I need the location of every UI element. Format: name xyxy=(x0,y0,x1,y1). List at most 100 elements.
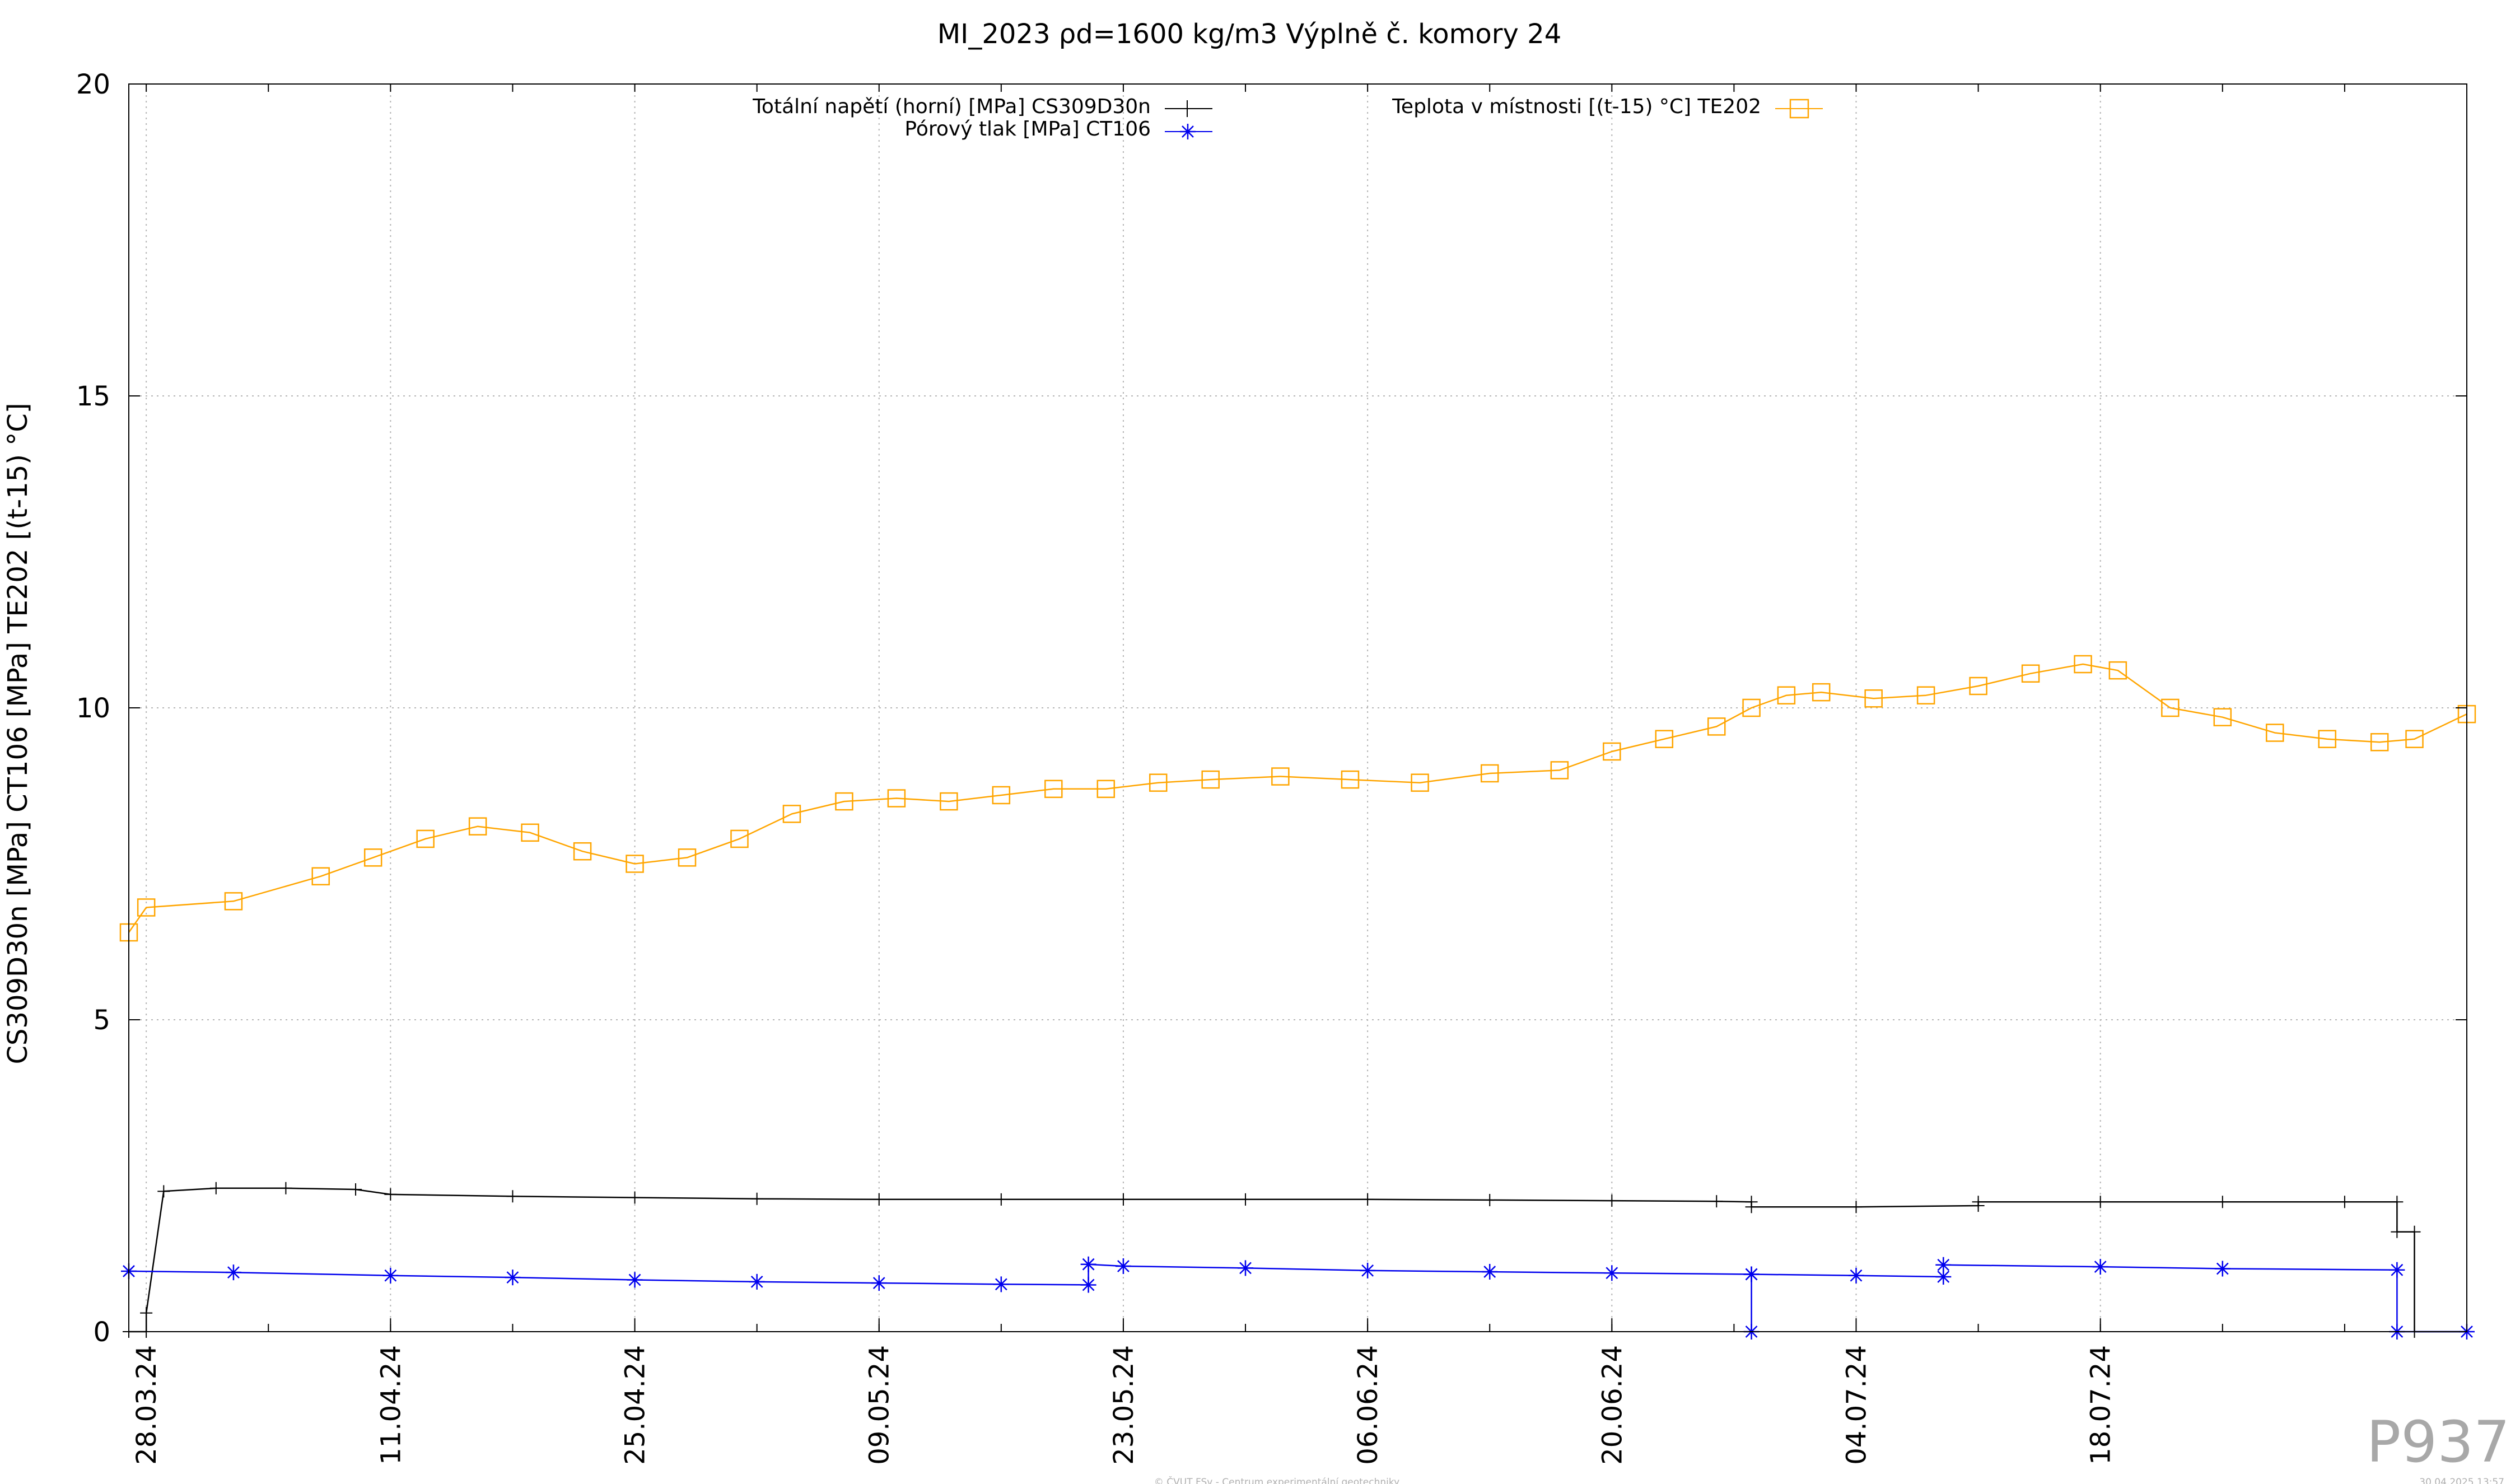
x-tick-label: 23.05.24 xyxy=(1108,1345,1140,1465)
data-point-total-stress-26 xyxy=(2338,1196,2351,1208)
data-point-room-temperature-2 xyxy=(224,892,243,911)
y-axis-label: CS309D30n [MPa] CT106 [MPa] TE202 [(t-15… xyxy=(2,403,34,1064)
data-point-total-stress-10 xyxy=(750,1192,763,1205)
data-point-room-temperature-23 xyxy=(1411,773,1429,792)
data-point-room-temperature-16 xyxy=(992,786,1011,805)
data-point-room-temperature-1 xyxy=(137,898,156,917)
axes: 0 5 10 15 20 28.03.24 11.04.24 25.04.24 09.05.24… xyxy=(76,69,2467,1465)
data-point-total-stress-9 xyxy=(628,1191,641,1204)
data-point-total-stress-18 xyxy=(1710,1195,1723,1208)
data-point-total-stress-11 xyxy=(872,1193,885,1206)
data-point-total-stress-3 xyxy=(157,1185,170,1198)
data-point-room-temperature-28 xyxy=(1707,717,1726,736)
data-point-room-temperature-13 xyxy=(835,792,853,811)
data-point-room-temperature-43 xyxy=(2405,730,2424,748)
data-point-room-temperature-35 xyxy=(2021,664,2040,683)
x-tick-label: 28.03.24 xyxy=(131,1345,162,1465)
data-point-total-stress-25 xyxy=(2216,1196,2229,1208)
data-point-room-temperature-34 xyxy=(1969,676,1987,696)
data-point-room-temperature-11 xyxy=(730,829,749,848)
plot-frame xyxy=(128,83,2467,1332)
data-point-room-temperature-10 xyxy=(678,848,697,867)
data-point-total-stress-17 xyxy=(1606,1194,1618,1207)
data-point-room-temperature-38 xyxy=(2161,698,2180,717)
data-point-total-stress-4 xyxy=(209,1182,222,1194)
x-tick-label: 06.06.24 xyxy=(1352,1345,1384,1465)
data-point-room-temperature-3 xyxy=(311,867,330,886)
x-tick-label: 25.04.24 xyxy=(620,1345,651,1465)
y-tick-label: 15 xyxy=(76,381,110,412)
data-point-total-stress-20 xyxy=(1745,1201,1758,1214)
data-point-pore-pressure-23 xyxy=(2389,1262,2405,1278)
data-point-room-temperature-7 xyxy=(521,823,539,842)
data-point-total-stress-14 xyxy=(1239,1193,1252,1206)
data-point-room-temperature-25 xyxy=(1550,761,1569,780)
data-point-pore-pressure-21 xyxy=(2092,1259,2108,1275)
data-point-room-temperature-29 xyxy=(1742,698,1761,717)
data-point-total-stress-29 xyxy=(2408,1225,2421,1238)
data-point-room-temperature-19 xyxy=(1149,773,1168,792)
data-point-pore-pressure-3 xyxy=(505,1270,521,1286)
data-point-pore-pressure-7 xyxy=(993,1276,1009,1292)
data-point-pore-pressure-2 xyxy=(382,1267,399,1284)
data-point-total-stress-16 xyxy=(1483,1193,1496,1206)
x-tick-label: 11.04.24 xyxy=(375,1345,407,1465)
data-point-total-stress-7 xyxy=(384,1188,397,1201)
data-point-pore-pressure-10 xyxy=(1115,1258,1131,1275)
data-point-pore-pressure-14 xyxy=(1604,1265,1620,1281)
data-point-room-temperature-39 xyxy=(2213,708,2232,726)
grid xyxy=(129,84,2467,1332)
data-point-pore-pressure-5 xyxy=(749,1273,765,1290)
data-point-pore-pressure-13 xyxy=(1482,1264,1498,1280)
data-point-total-stress-27 xyxy=(2391,1196,2404,1208)
series-line-2 xyxy=(128,663,2467,933)
series-line-0 xyxy=(129,1187,2467,1333)
data-point-total-stress-28 xyxy=(2391,1225,2404,1238)
data-point-pore-pressure-4 xyxy=(627,1272,643,1288)
data-point-room-temperature-9 xyxy=(626,855,644,873)
data-point-room-temperature-27 xyxy=(1655,730,1674,748)
data-point-room-temperature-36 xyxy=(2074,655,2092,674)
data-point-room-temperature-5 xyxy=(416,829,435,848)
data-point-room-temperature-41 xyxy=(2318,730,2336,748)
legend-label-pore-pressure: Pórový tlak [MPa] CT106 xyxy=(904,118,1151,141)
data-point-room-temperature-33 xyxy=(1916,686,1935,704)
legend-label-total-stress: Totální napětí (horní) [MPa] CS309D30n xyxy=(752,95,1151,118)
data-point-total-stress-15 xyxy=(1361,1193,1374,1206)
data-point-total-stress-8 xyxy=(506,1190,519,1203)
data-point-room-temperature-8 xyxy=(573,842,592,861)
x-tick-label: 04.07.24 xyxy=(1841,1345,1873,1465)
data-point-pore-pressure-8 xyxy=(1080,1277,1096,1293)
data-point-room-temperature-15 xyxy=(940,792,958,811)
data-point-room-temperature-32 xyxy=(1864,689,1883,708)
y-tick-label: 0 xyxy=(93,1317,110,1348)
data-point-room-temperature-22 xyxy=(1341,770,1360,789)
data-point-pore-pressure-20 xyxy=(1935,1257,1952,1273)
timestamp-footer: 30.04.2025 13:57 xyxy=(2419,1477,2504,1484)
data-point-room-temperature-17 xyxy=(1044,780,1063,799)
data-point-pore-pressure-17 xyxy=(1743,1266,1760,1282)
legend-label-room-temperature: Teplota v místnosti [(t-15) °C] TE202 xyxy=(1392,95,1761,118)
data-point-total-stress-23 xyxy=(1972,1196,1985,1208)
data-point-pore-pressure-18 xyxy=(1848,1267,1864,1284)
copyright-footer: © ČVUT FSv - Centrum experimentální geot… xyxy=(1154,1476,1399,1484)
data-point-pore-pressure-22 xyxy=(2214,1261,2230,1277)
data-point-total-stress-21 xyxy=(1850,1201,1863,1214)
data-point-total-stress-5 xyxy=(279,1182,292,1194)
data-point-pore-pressure-9 xyxy=(1080,1256,1096,1272)
data-point-room-temperature-20 xyxy=(1201,770,1220,789)
legend-star-marker-icon xyxy=(1180,124,1196,139)
data-point-room-temperature-24 xyxy=(1480,764,1499,783)
data-point-room-temperature-12 xyxy=(782,805,801,823)
data-point-total-stress-2 xyxy=(140,1306,153,1319)
data-point-total-stress-12 xyxy=(995,1193,1007,1206)
data-point-room-temperature-37 xyxy=(2108,661,2127,680)
legend-plus-marker-icon xyxy=(1179,100,1196,117)
legend-square-marker-icon xyxy=(1789,99,1809,119)
data-point-room-temperature-21 xyxy=(1271,767,1290,786)
x-tick-label: 20.06.24 xyxy=(1597,1345,1628,1465)
data-point-room-temperature-18 xyxy=(1096,780,1116,799)
data-point-room-temperature-40 xyxy=(2266,724,2284,742)
data-point-room-temperature-42 xyxy=(2370,733,2389,752)
